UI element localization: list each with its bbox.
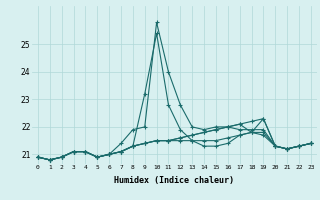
X-axis label: Humidex (Indice chaleur): Humidex (Indice chaleur) <box>115 176 234 185</box>
